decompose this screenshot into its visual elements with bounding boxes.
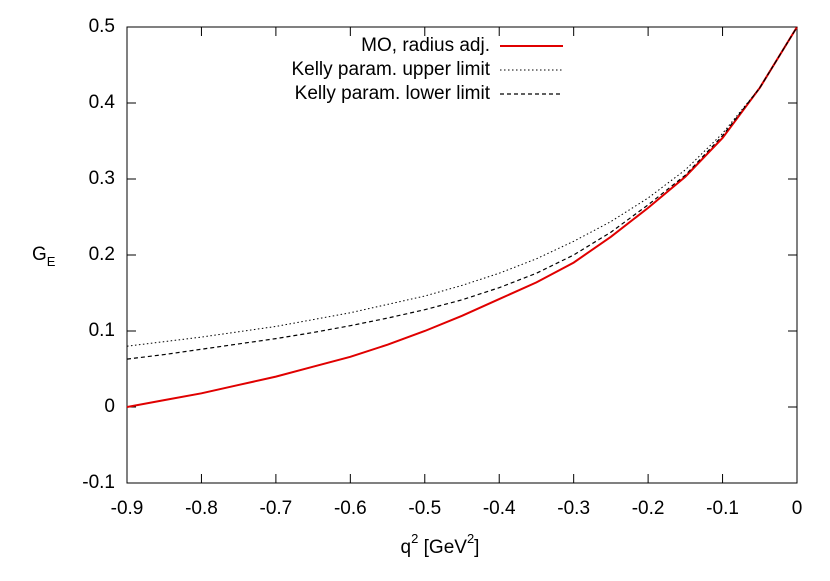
x-tick-label: -0.6	[334, 498, 367, 519]
x-tick-label: -0.5	[408, 498, 441, 519]
series-line	[126, 26, 798, 408]
x-tick-label: -0.9	[111, 498, 144, 519]
x-label-part: ]	[474, 537, 479, 558]
legend-label: MO, radius adj.	[361, 35, 490, 56]
x-tick-label: -0.4	[483, 498, 516, 519]
y-tick-label: 0.2	[89, 244, 115, 265]
y-tick-label: 0.3	[89, 168, 115, 189]
x-label-sup: 2	[411, 531, 418, 546]
x-label-part: [GeV	[418, 537, 467, 558]
y-label-sub: E	[47, 254, 56, 269]
y-tick-label: 0.4	[89, 92, 116, 113]
legend-label: Kelly param. lower limit	[295, 83, 491, 104]
y-label-part: G	[32, 244, 47, 265]
y-tick-label: 0	[104, 396, 115, 417]
x-axis-label: q2 [GeV2]	[401, 531, 480, 558]
x-label-part: q	[401, 537, 412, 558]
x-tick-label: -0.7	[260, 498, 293, 519]
y-tick-label: 0.5	[89, 16, 115, 37]
x-tick-label: -0.1	[706, 498, 739, 519]
series-line	[126, 26, 798, 360]
x-label-sup: 2	[467, 531, 474, 546]
x-tick-label: 0	[792, 498, 803, 519]
x-tick-label: -0.2	[632, 498, 665, 519]
y-axis-label: GE	[32, 244, 56, 269]
legend-label: Kelly param. upper limit	[291, 59, 490, 80]
series-line	[126, 26, 798, 347]
y-tick-label: 0.1	[89, 320, 115, 341]
x-tick-label: -0.3	[557, 498, 590, 519]
y-tick-label: -0.1	[82, 472, 115, 493]
x-tick-label: -0.8	[185, 498, 218, 519]
